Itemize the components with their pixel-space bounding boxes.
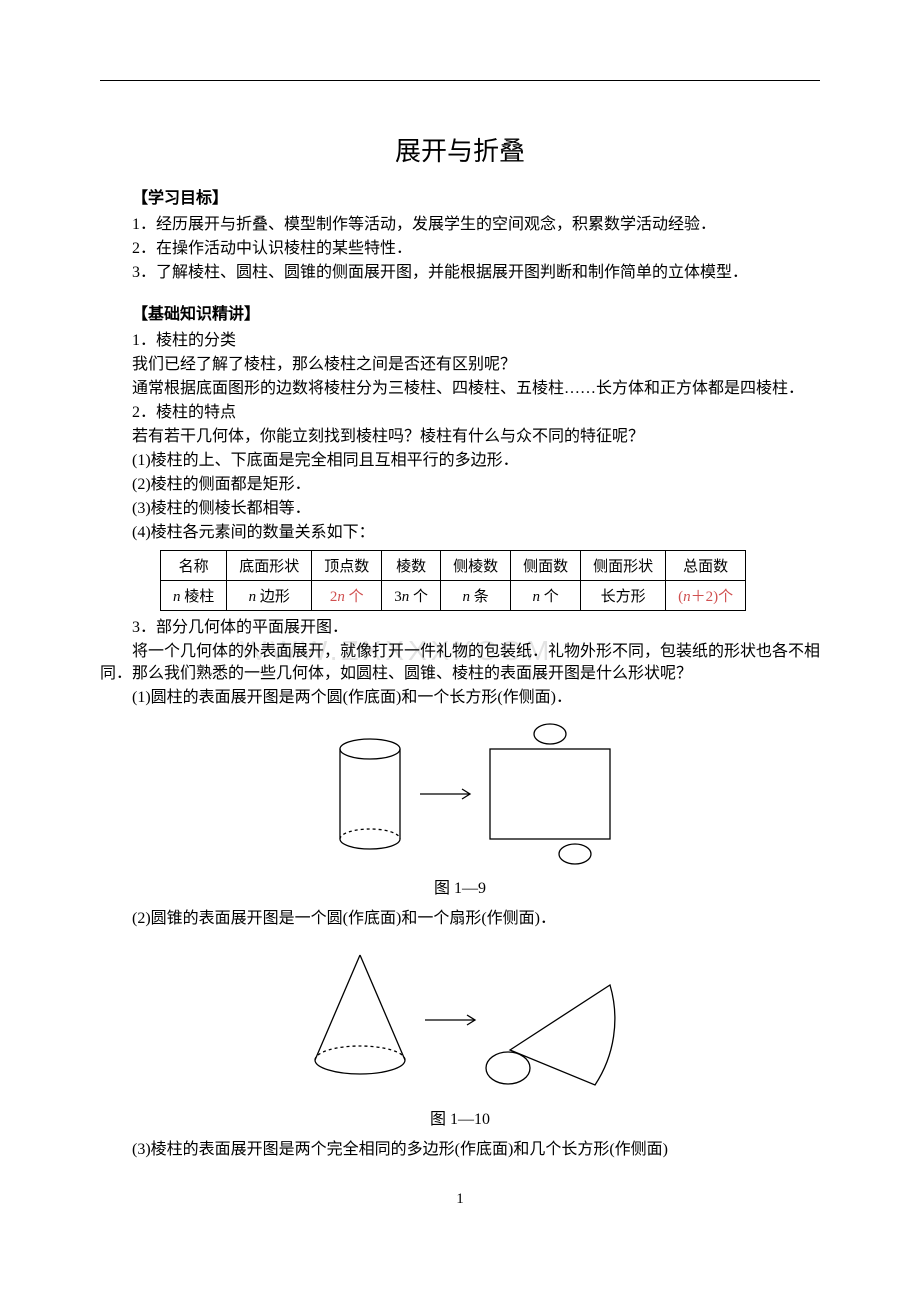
td-3: n 条 xyxy=(441,581,511,611)
p3-a: 将一个几何体的外表面展开，就像打开一件礼物的包装纸．礼物外形不同，包装纸的形状也… xyxy=(100,641,820,685)
goals-heading: 【学习目标】 xyxy=(100,188,820,210)
p3-c: (2)圆锥的表面展开图是一个圆(作底面)和一个扇形(作侧面)． xyxy=(100,908,820,930)
fig2-caption: 图 1—10 xyxy=(100,1109,820,1131)
figure-cylinder xyxy=(100,719,820,874)
cone-svg xyxy=(280,940,640,1100)
th-4: 侧棱数 xyxy=(441,551,511,581)
table-header-row: 名称 底面形状 顶点数 棱数 侧棱数 侧面数 侧面形状 总面数 xyxy=(161,551,746,581)
fig1-caption: 图 1—9 xyxy=(100,878,820,900)
td-6: (n＋2)个 xyxy=(666,581,746,611)
p1-head: 1．棱柱的分类 xyxy=(100,330,820,352)
th-5: 侧面数 xyxy=(511,551,581,581)
page-number: 1 xyxy=(100,1191,820,1208)
top-rule xyxy=(100,80,820,81)
p1-b: 通常根据底面图形的边数将棱柱分为三棱柱、四棱柱、五棱柱……长方体和正方体都是四棱… xyxy=(100,378,820,400)
th-1: 底面形状 xyxy=(227,551,312,581)
p2-e: (4)棱柱各元素间的数量关系如下： xyxy=(100,522,820,544)
td-1: 2n 个 xyxy=(312,581,382,611)
page-title: 展开与折叠 xyxy=(100,131,820,168)
td-2: 3n 个 xyxy=(382,581,441,611)
goal-1: 1．经历展开与折叠、模型制作等活动，发展学生的空间观念，积累数学活动经验． xyxy=(100,214,820,236)
th-3: 棱数 xyxy=(382,551,441,581)
figure-cone xyxy=(100,940,820,1105)
p3-d: (3)棱柱的表面展开图是两个完全相同的多边形(作底面)和几个长方形(作侧面) xyxy=(100,1139,820,1161)
th-6: 侧面形状 xyxy=(581,551,666,581)
p2-b: (1)棱柱的上、下底面是完全相同且互相平行的多边形． xyxy=(100,450,820,472)
prism-table: 名称 底面形状 顶点数 棱数 侧棱数 侧面数 侧面形状 总面数 n 棱柱 n 边… xyxy=(160,550,746,611)
p2-a: 若有若干几何体，你能立刻找到棱柱吗？棱柱有什么与众不同的特征呢？ xyxy=(100,426,820,448)
td-0: n 边形 xyxy=(227,581,312,611)
td-5: 长方形 xyxy=(581,581,666,611)
cylinder-svg xyxy=(300,719,620,869)
th-7: 总面数 xyxy=(666,551,746,581)
basics-heading: 【基础知识精讲】 xyxy=(100,304,820,326)
th-0: 名称 xyxy=(161,551,227,581)
p3-b: (1)圆柱的表面展开图是两个圆(作底面)和一个长方形(作侧面)． xyxy=(100,687,820,709)
p1-a: 我们已经了解了棱柱，那么棱柱之间是否还有区别呢？ xyxy=(100,354,820,376)
p2-head: 2．棱柱的特点 xyxy=(100,402,820,424)
td-4: n 个 xyxy=(511,581,581,611)
p2-c: (2)棱柱的侧面都是矩形． xyxy=(100,474,820,496)
td-label: n 棱柱 xyxy=(161,581,227,611)
table-row: n 棱柱 n 边形 2n 个 3n 个 n 条 n 个 长方形 (n＋2)个 xyxy=(161,581,746,611)
p3-head: 3．部分几何体的平面展开图． xyxy=(100,617,820,639)
th-2: 顶点数 xyxy=(312,551,382,581)
goal-3: 3．了解棱柱、圆柱、圆锥的侧面展开图，并能根据展开图判断和制作简单的立体模型． xyxy=(100,262,820,284)
goal-2: 2．在操作活动中认识棱柱的某些特性． xyxy=(100,238,820,260)
p2-d: (3)棱柱的侧棱长都相等． xyxy=(100,498,820,520)
